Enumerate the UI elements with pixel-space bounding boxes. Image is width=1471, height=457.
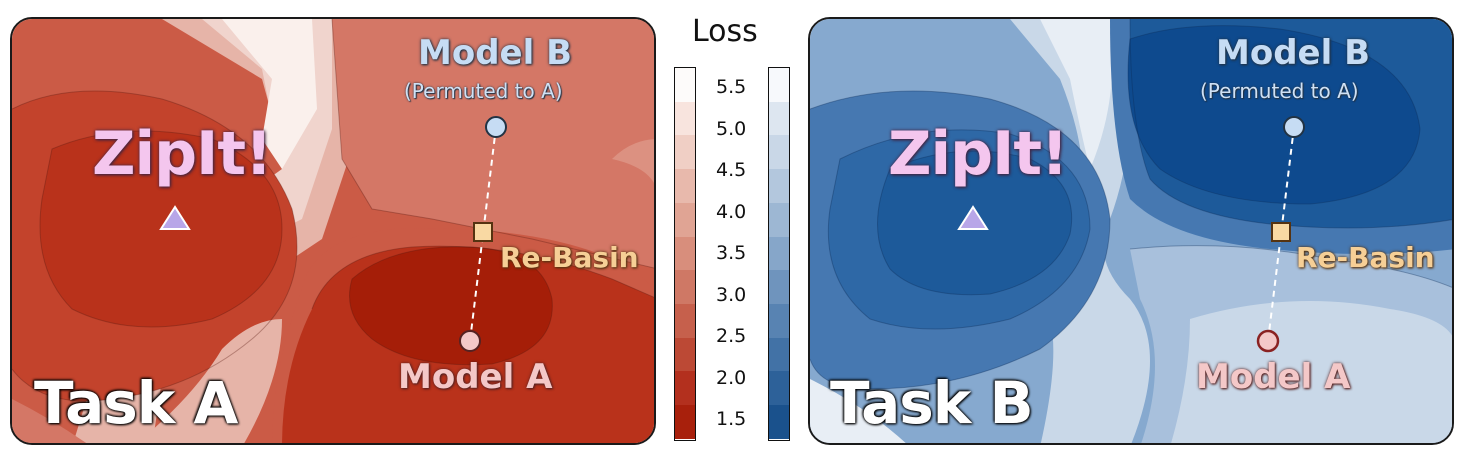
zipit-marker <box>957 205 989 230</box>
colorbar-band <box>769 202 789 237</box>
model-a-marker <box>1256 329 1280 353</box>
colorbar-band <box>769 371 789 406</box>
model-a-marker <box>459 330 481 352</box>
interpolation-path <box>1267 126 1295 342</box>
model-b-label: Model B <box>1216 33 1370 73</box>
zipit-marker <box>159 205 191 230</box>
colorbar-red <box>674 67 696 441</box>
task-b-contour-map <box>810 19 1452 443</box>
colorbar-band <box>675 405 695 439</box>
colorbar-band <box>675 169 695 203</box>
model-b-sublabel: (Permuted to A) <box>1200 79 1359 103</box>
colorbar-band <box>675 202 695 237</box>
colorbar-tick-label: 1.5 <box>716 408 747 430</box>
contour-band <box>136 319 282 443</box>
contour-band <box>349 246 553 365</box>
rebasin-label: Re-Basin <box>500 241 639 274</box>
colorbar-band <box>769 169 789 203</box>
colorbar-band <box>675 236 695 271</box>
colorbar-band <box>769 337 789 372</box>
rebasin-label: Re-Basin <box>1296 241 1435 274</box>
colorbar-blue <box>768 67 790 441</box>
colorbar-band <box>769 405 789 439</box>
colorbar-tick-label: 5.0 <box>716 117 747 140</box>
model-b-label: Model B <box>418 33 572 73</box>
zipit-label: ZipIt! <box>888 119 1068 189</box>
task-a-panel: ZipIt! Model B (Permuted to A) Re-Basin … <box>10 17 656 445</box>
contour-band <box>1171 301 1452 443</box>
interpolation-path <box>469 126 497 342</box>
colorbar-tick-label: 4.5 <box>716 159 747 181</box>
model-a-label: Model A <box>398 357 553 397</box>
colorbar-band <box>769 236 789 271</box>
colorbar-tick-label: 2.0 <box>716 366 747 389</box>
colorbar-tick-label: 2.5 <box>716 325 747 347</box>
model-b-marker <box>1283 116 1305 138</box>
colorbar-band <box>769 68 789 102</box>
task-b-panel: ZipIt! Model B (Permuted to A) Re-Basin … <box>808 17 1454 445</box>
colorbar-band <box>769 101 789 136</box>
contour-band <box>810 379 906 443</box>
colorbar-band <box>675 270 695 305</box>
model-b-marker <box>485 116 507 138</box>
contour-band <box>12 399 87 443</box>
model-a-label: Model A <box>1196 357 1351 397</box>
rebasin-marker <box>1271 222 1291 242</box>
colorbar-band <box>675 101 695 136</box>
colorbar-band <box>675 337 695 372</box>
model-b-sublabel: (Permuted to A) <box>404 79 563 103</box>
colorbar-band <box>769 304 789 338</box>
colorbar-tick-label: 3.0 <box>716 283 747 306</box>
contour-band <box>612 139 654 184</box>
colorbar-band <box>769 135 789 170</box>
colorbar-tick-label: 5.5 <box>716 76 747 98</box>
task-b-label: Task B <box>830 369 1034 437</box>
task-a-contour-map <box>12 19 654 443</box>
zipit-label: ZipIt! <box>92 119 272 189</box>
colorbar-band <box>675 304 695 338</box>
task-a-label: Task A <box>34 369 238 437</box>
contour-band <box>1128 25 1420 204</box>
colorbar-band <box>675 68 695 102</box>
colorbar-tick-label: 4.0 <box>716 200 747 223</box>
colorbar-band <box>769 270 789 305</box>
contour-band <box>1040 19 1113 169</box>
legend-title: Loss <box>692 14 758 49</box>
contour-band <box>222 19 317 169</box>
colorbar-band <box>675 135 695 170</box>
colorbar-tick-label: 3.5 <box>716 242 747 264</box>
rebasin-marker <box>473 222 493 242</box>
colorbar-band <box>675 371 695 406</box>
